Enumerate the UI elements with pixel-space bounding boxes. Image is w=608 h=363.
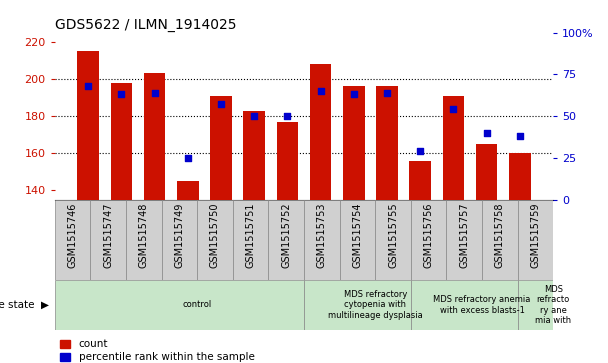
Text: GSM1515751: GSM1515751 bbox=[246, 203, 255, 268]
Point bbox=[150, 90, 159, 96]
Point bbox=[283, 113, 292, 119]
Point bbox=[117, 91, 126, 97]
Point bbox=[482, 130, 491, 136]
Text: GSM1515757: GSM1515757 bbox=[459, 203, 469, 269]
Bar bbox=[55, 200, 91, 280]
Bar bbox=[482, 200, 517, 280]
Point bbox=[316, 88, 325, 94]
Text: GSM1515758: GSM1515758 bbox=[495, 203, 505, 268]
Bar bbox=[162, 200, 197, 280]
Text: MDS refractory
cytopenia with
multilineage dysplasia: MDS refractory cytopenia with multilinea… bbox=[328, 290, 423, 320]
Point bbox=[382, 90, 392, 96]
Text: control: control bbox=[182, 301, 212, 309]
Point bbox=[415, 148, 425, 154]
Text: GSM1515756: GSM1515756 bbox=[424, 203, 434, 268]
Bar bbox=[210, 96, 232, 200]
Bar bbox=[376, 86, 398, 200]
Bar bbox=[446, 200, 482, 280]
Bar bbox=[409, 161, 431, 200]
Bar bbox=[197, 200, 233, 280]
Point bbox=[449, 107, 458, 113]
Text: GSM1515749: GSM1515749 bbox=[174, 203, 184, 268]
Point bbox=[249, 113, 259, 119]
Text: GDS5622 / ILMN_1914025: GDS5622 / ILMN_1914025 bbox=[55, 18, 237, 32]
Text: GSM1515759: GSM1515759 bbox=[530, 203, 541, 268]
Point bbox=[183, 155, 193, 161]
Bar bbox=[411, 280, 517, 330]
Bar bbox=[517, 200, 553, 280]
Text: GSM1515750: GSM1515750 bbox=[210, 203, 220, 268]
Text: MDS refractory anemia
with excess blasts-1: MDS refractory anemia with excess blasts… bbox=[434, 295, 531, 315]
Bar bbox=[411, 200, 446, 280]
Text: MDS
refracto
ry ane
mia with: MDS refracto ry ane mia with bbox=[535, 285, 572, 325]
Bar bbox=[268, 200, 304, 280]
Bar bbox=[443, 96, 465, 200]
Point bbox=[216, 102, 226, 107]
Bar bbox=[233, 200, 268, 280]
Text: GSM1515753: GSM1515753 bbox=[317, 203, 327, 268]
Bar bbox=[243, 111, 265, 200]
Bar bbox=[476, 144, 497, 200]
Text: GSM1515747: GSM1515747 bbox=[103, 203, 113, 268]
Point bbox=[349, 91, 359, 97]
Bar bbox=[304, 280, 411, 330]
Bar bbox=[310, 64, 331, 200]
Text: GSM1515748: GSM1515748 bbox=[139, 203, 149, 268]
Bar bbox=[277, 122, 298, 200]
Point bbox=[515, 133, 525, 139]
Point bbox=[83, 83, 93, 89]
Bar bbox=[509, 153, 531, 200]
Bar bbox=[111, 83, 132, 200]
Text: disease state  ▶: disease state ▶ bbox=[0, 300, 49, 310]
Bar bbox=[375, 200, 411, 280]
Bar bbox=[91, 200, 126, 280]
Text: GSM1515752: GSM1515752 bbox=[281, 203, 291, 269]
Legend: count, percentile rank within the sample: count, percentile rank within the sample bbox=[60, 339, 255, 362]
Bar bbox=[177, 181, 199, 200]
Bar bbox=[340, 200, 375, 280]
Text: GSM1515754: GSM1515754 bbox=[353, 203, 362, 268]
Bar bbox=[77, 51, 99, 200]
Text: GSM1515746: GSM1515746 bbox=[67, 203, 78, 268]
Bar bbox=[126, 200, 162, 280]
Bar bbox=[304, 200, 340, 280]
Bar bbox=[143, 73, 165, 200]
Bar bbox=[517, 280, 553, 330]
Bar bbox=[55, 280, 304, 330]
Bar bbox=[343, 86, 365, 200]
Text: GSM1515755: GSM1515755 bbox=[388, 203, 398, 269]
